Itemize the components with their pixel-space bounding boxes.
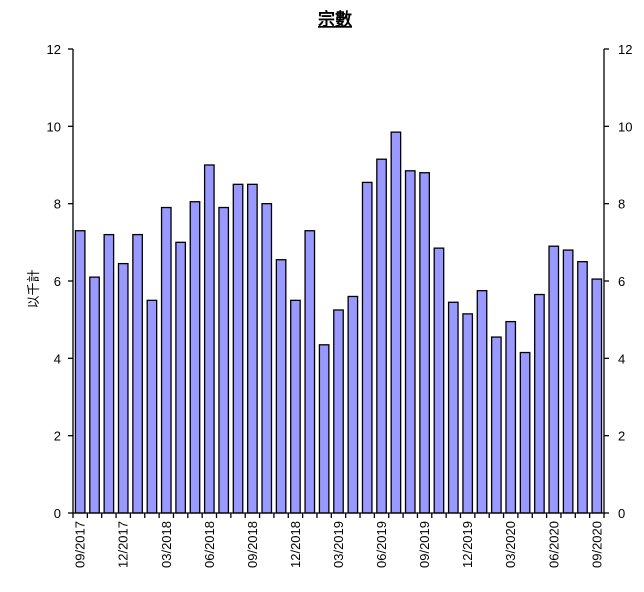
bar-11/2018 bbox=[275, 259, 287, 514]
y-tick-label-right: 12 bbox=[618, 42, 632, 57]
left-y-tick-labels: 0 2 4 6 8 10 12 bbox=[47, 42, 61, 521]
x-tick-label: 06/2020 bbox=[546, 521, 561, 568]
x-tick-label: 09/2019 bbox=[417, 521, 432, 568]
bar-12/2017 bbox=[117, 262, 129, 514]
y-tick-label-left: 10 bbox=[47, 119, 61, 134]
bar-01/2018 bbox=[132, 233, 143, 514]
bar-07/2019 bbox=[390, 131, 402, 514]
x-tick-label: 09/2017 bbox=[73, 521, 88, 568]
y-tick-label-left: 0 bbox=[54, 506, 61, 521]
y-tick-label-left: 4 bbox=[54, 351, 61, 366]
x-tick-label: 03/2020 bbox=[503, 521, 518, 568]
y-tick-label-right: 0 bbox=[618, 506, 625, 521]
y-tick-label-left: 2 bbox=[54, 429, 61, 444]
bar-04/2019 bbox=[347, 295, 359, 514]
bar-06/2019 bbox=[376, 158, 387, 514]
x-tick-label: 09/2020 bbox=[589, 521, 604, 568]
bar-09/2018 bbox=[247, 183, 258, 514]
x-tick-label: 03/2018 bbox=[159, 521, 174, 568]
bar-04/2018 bbox=[175, 241, 187, 514]
bar-02/2020 bbox=[490, 336, 502, 514]
bar-10/2017 bbox=[89, 276, 100, 514]
bar-07/2018 bbox=[218, 206, 230, 514]
y-tick-label-right: 8 bbox=[618, 197, 625, 212]
x-tick-label: 06/2018 bbox=[202, 521, 217, 568]
y-tick-label-left: 8 bbox=[54, 197, 61, 212]
chart-title: 宗數 bbox=[318, 9, 352, 29]
x-tick-label: 12/2018 bbox=[288, 521, 303, 568]
bar-03/2020 bbox=[505, 320, 517, 514]
y-tick-label-right: 6 bbox=[618, 274, 625, 289]
bar-03/2019 bbox=[333, 309, 344, 514]
bar-01/2020 bbox=[476, 290, 488, 514]
bar-11/2019 bbox=[447, 301, 459, 514]
bar-05/2020 bbox=[534, 293, 545, 514]
bar-12/2019 bbox=[462, 313, 474, 514]
bar-10/2018 bbox=[261, 203, 273, 514]
bar-08/2020 bbox=[577, 261, 588, 514]
x-tick-label: 12/2019 bbox=[460, 521, 475, 568]
bar-02/2019 bbox=[318, 344, 330, 514]
x-tick-labels: 09/2017 12/2017 03/2018 06/2018 09/2018 12/20… bbox=[73, 521, 605, 568]
y-tick-label-left: 12 bbox=[47, 42, 61, 57]
bar-09/2017 bbox=[74, 230, 86, 514]
bar-11/2017 bbox=[103, 233, 115, 514]
bar-07/2020 bbox=[562, 249, 574, 514]
x-tick-label: 06/2019 bbox=[374, 521, 389, 568]
bar-06/2018 bbox=[203, 164, 215, 514]
y-tick-label-right: 4 bbox=[618, 351, 625, 366]
bar-03/2018 bbox=[160, 206, 172, 514]
axes-group bbox=[68, 48, 609, 518]
bar-09/2019 bbox=[419, 172, 430, 514]
x-tick-label: 03/2019 bbox=[331, 521, 346, 568]
bar-08/2018 bbox=[232, 183, 244, 514]
x-tick-label: 12/2017 bbox=[116, 521, 131, 568]
right-y-tick-labels: 0 2 4 6 8 10 12 bbox=[618, 42, 632, 521]
bar-04/2020 bbox=[519, 351, 531, 514]
bar-09/2020 bbox=[591, 278, 603, 514]
bars-group bbox=[74, 131, 603, 514]
bar-02/2018 bbox=[146, 299, 158, 514]
x-tick-label: 09/2018 bbox=[245, 521, 260, 568]
y-tick-label-right: 10 bbox=[618, 119, 632, 134]
bar-01/2019 bbox=[304, 230, 316, 514]
bar-06/2020 bbox=[548, 245, 560, 514]
bar-05/2019 bbox=[361, 181, 373, 514]
y-axis-label: 以千計 bbox=[26, 269, 41, 308]
y-tick-label-right: 2 bbox=[618, 429, 625, 444]
bar-08/2019 bbox=[404, 170, 416, 514]
bar-05/2018 bbox=[189, 201, 201, 514]
y-tick-label-left: 6 bbox=[54, 274, 61, 289]
bar-12/2018 bbox=[290, 299, 301, 514]
bar-10/2019 bbox=[433, 247, 445, 514]
